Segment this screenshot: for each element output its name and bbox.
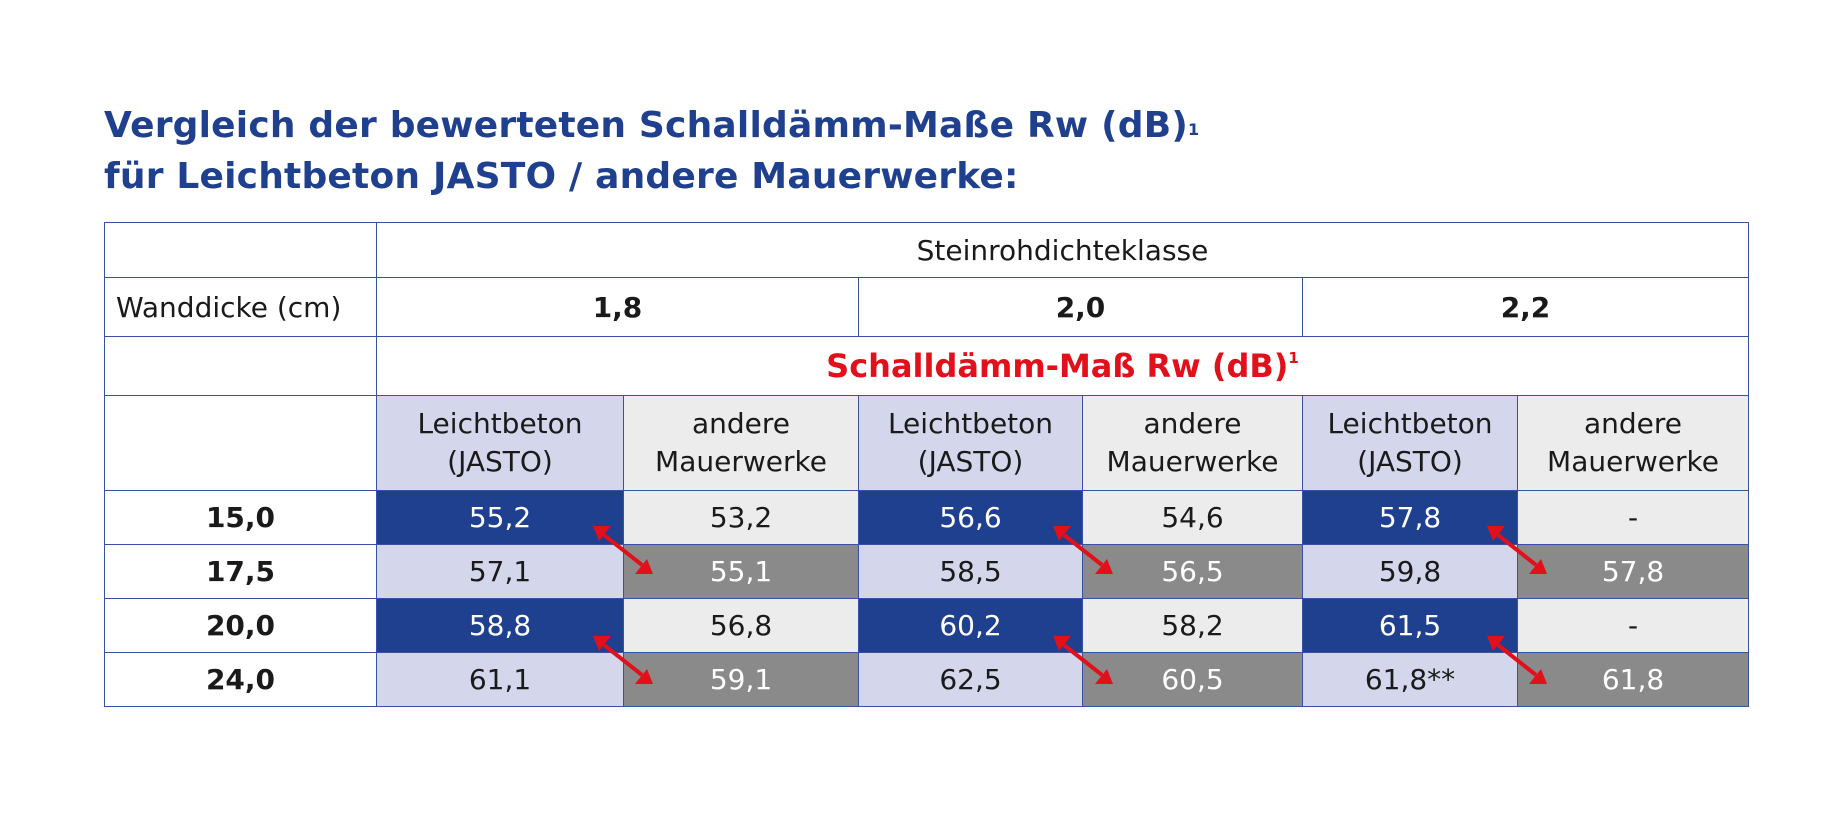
empty-label-cell — [104, 336, 377, 396]
thickness-cell: 17,5 — [104, 544, 377, 599]
value-cell: - — [1517, 490, 1749, 545]
col-header-andere: andere Mauerwerke — [623, 395, 859, 491]
comparison-table: Steinrohdichteklasse Wanddicke (cm) 1,8 … — [104, 222, 1749, 707]
value-cell: 57,8 — [1302, 490, 1518, 545]
value-cell: 53,2 — [623, 490, 859, 545]
value-cell: 55,1 — [623, 544, 859, 599]
value-cell: 61,1 — [376, 652, 624, 707]
empty-corner-cell — [104, 222, 377, 278]
title-line-2: für Leichtbeton JASTO / andere Mauerwerk… — [104, 156, 1019, 197]
thickness-cell: 24,0 — [104, 652, 377, 707]
value-cell: 61,8 — [1517, 652, 1749, 707]
density-class-1-8: 1,8 — [376, 277, 859, 337]
value-cell: 60,2 — [858, 598, 1083, 653]
value-cell: 54,6 — [1082, 490, 1303, 545]
value-cell: 62,5 — [858, 652, 1083, 707]
value-cell: 60,5 — [1082, 652, 1303, 707]
thickness-cell: 15,0 — [104, 490, 377, 545]
value-cell: 56,8 — [623, 598, 859, 653]
table-row: 20,0 58,8 56,8 60,2 58,2 61,5 - — [104, 598, 1749, 653]
title-line-1: Vergleich der bewerteten Schalldämm-Maße… — [104, 105, 1200, 146]
value-cell: 58,8 — [376, 598, 624, 653]
col-header-leichtbeton: Leichtbeton (JASTO) — [376, 395, 624, 491]
footnote-marker: 1 — [1188, 120, 1200, 139]
value-cell: 58,5 — [858, 544, 1083, 599]
value-cell: 56,5 — [1082, 544, 1303, 599]
density-class-2-0: 2,0 — [858, 277, 1303, 337]
table-row: 17,5 57,1 55,1 58,5 56,5 59,8 57,8 — [104, 544, 1749, 599]
value-cell: 58,2 — [1082, 598, 1303, 653]
col-header-andere: andere Mauerwerke — [1082, 395, 1303, 491]
page-title: Vergleich der bewerteten Schalldämm-Maße… — [104, 100, 1199, 202]
value-cell: 61,8** — [1302, 652, 1518, 707]
value-cell: 57,1 — [376, 544, 624, 599]
wall-thickness-label: Wanddicke (cm) — [104, 277, 377, 337]
value-cell: 55,2 — [376, 490, 624, 545]
table-row: 15,0 55,2 53,2 56,6 54,6 57,8 - — [104, 490, 1749, 545]
col-header-leichtbeton: Leichtbeton (JASTO) — [858, 395, 1083, 491]
value-cell: - — [1517, 598, 1749, 653]
thickness-cell: 20,0 — [104, 598, 377, 653]
value-cell: 56,6 — [858, 490, 1083, 545]
density-class-header: Steinrohdichteklasse — [376, 222, 1749, 278]
value-cell: 59,8 — [1302, 544, 1518, 599]
value-cell: 57,8 — [1517, 544, 1749, 599]
table-row: 24,0 61,1 59,1 62,5 60,5 61,8** 61,8 — [104, 652, 1749, 707]
col-header-leichtbeton: Leichtbeton (JASTO) — [1302, 395, 1518, 491]
col-header-andere: andere Mauerwerke — [1517, 395, 1749, 491]
sound-insulation-header: Schalldämm-Maß Rw (dB)1 — [376, 336, 1749, 396]
empty-label-cell — [104, 395, 377, 491]
density-class-2-2: 2,2 — [1302, 277, 1749, 337]
footnote-marker: 1 — [1288, 349, 1299, 367]
value-cell: 61,5 — [1302, 598, 1518, 653]
value-cell: 59,1 — [623, 652, 859, 707]
